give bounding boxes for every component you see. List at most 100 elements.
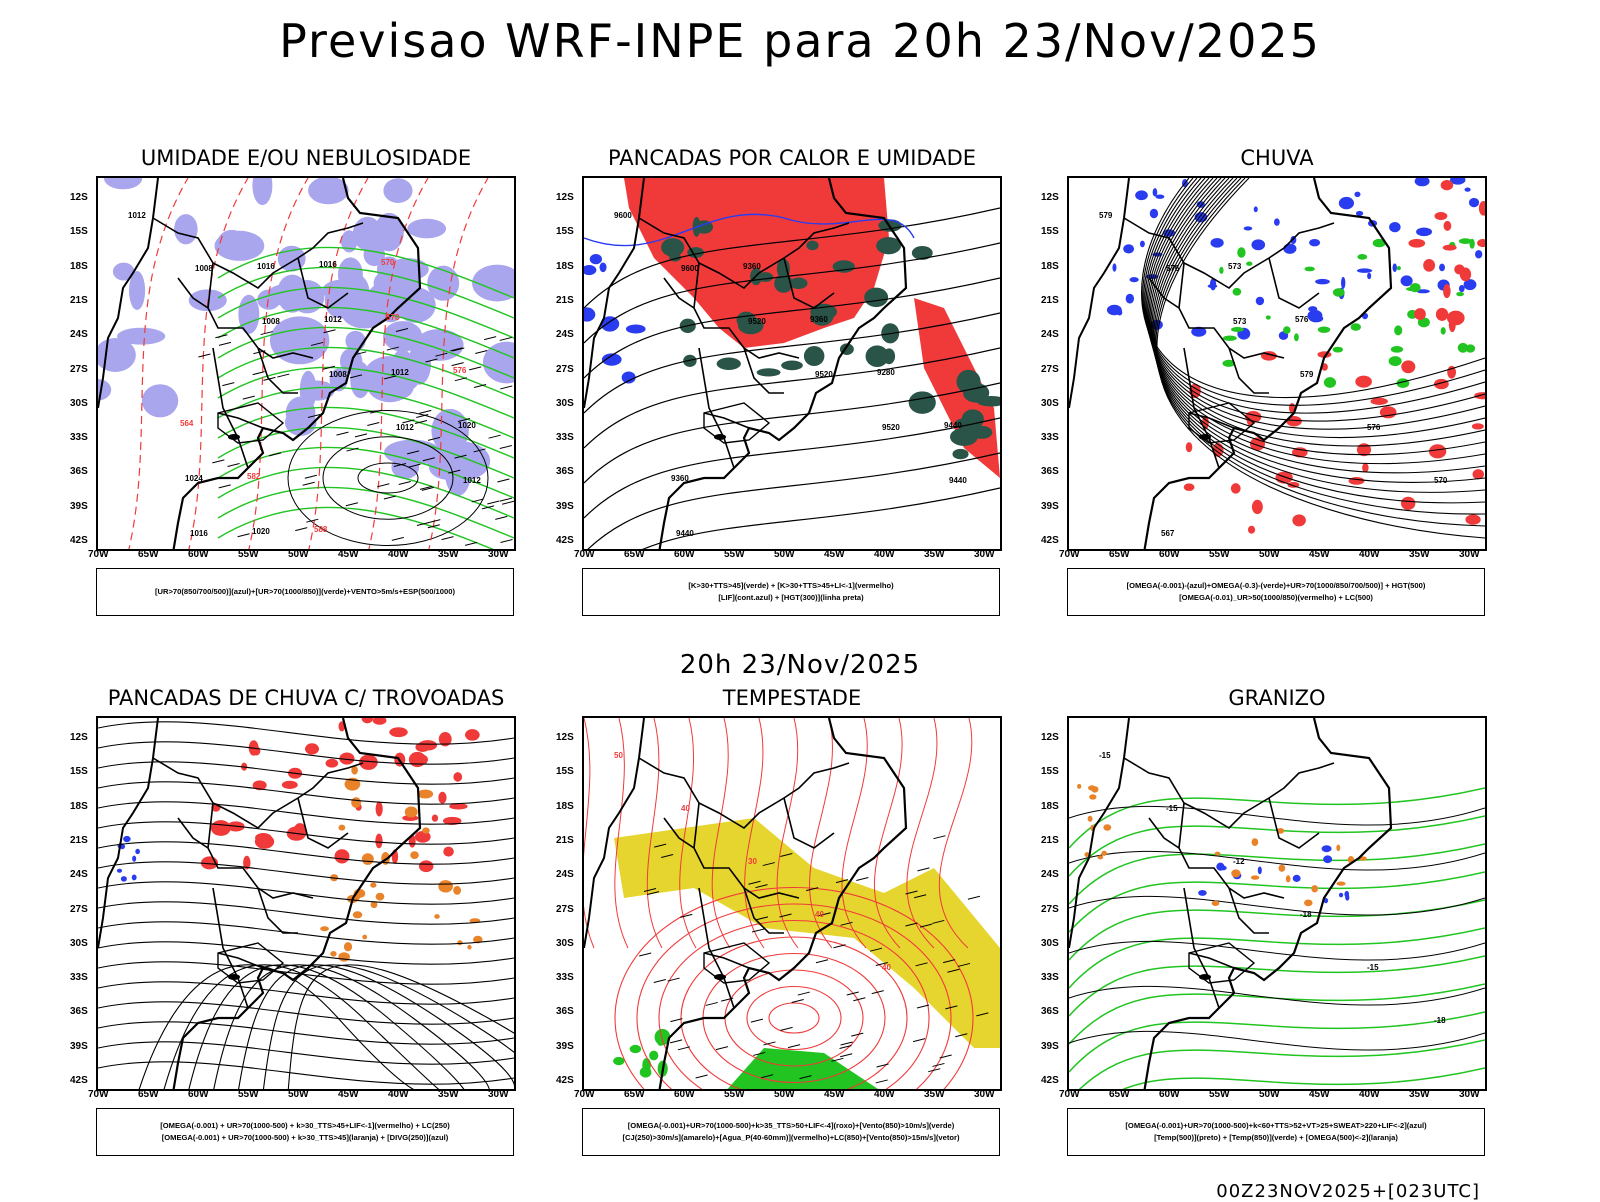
temp850-contour <box>1069 787 1485 849</box>
panel-title: TEMPESTADE <box>722 686 862 710</box>
andes-coast <box>584 178 645 409</box>
streamline <box>238 964 514 1089</box>
contour-label: -15 <box>1367 963 1379 972</box>
lon-tick-label: 40W <box>874 1089 895 1100</box>
omega-orange-area <box>1278 864 1286 872</box>
lon-tick-label: 55W <box>238 1089 259 1100</box>
streamline <box>98 1061 514 1085</box>
thunderstorm-orange-area <box>351 797 362 808</box>
contour-label: 579 <box>1099 211 1113 220</box>
lon-tick-label: 50W <box>1259 1089 1280 1100</box>
lat-tick-label: 27S <box>556 903 574 915</box>
wind-vector <box>481 505 495 510</box>
thunderstorm-orange-area <box>362 934 368 940</box>
panel-legend: [OMEGA(-0.001)+UR>70(1000-500)+k>35_TTS>… <box>582 1108 1000 1156</box>
legend-line: [OMEGA(-0.001)+UR>70(1000-500)+k<60+TTS>… <box>1125 1121 1427 1130</box>
omega-blue-area <box>1307 309 1323 322</box>
lon-tick-label: 70W <box>574 549 595 560</box>
lat-tick-label: 36S <box>70 466 88 478</box>
coastline <box>1143 718 1393 1089</box>
rain-red-area <box>1183 483 1195 491</box>
wind-vector <box>799 1075 812 1080</box>
rain-red-area <box>1435 307 1449 321</box>
wind-vector <box>421 486 434 491</box>
humidity-blue-area <box>103 178 143 190</box>
streamline-red <box>809 718 833 949</box>
lif-blue-area <box>599 262 607 273</box>
streamline-red <box>776 718 799 949</box>
wind-vector <box>402 419 415 424</box>
divergence-blue-area <box>116 868 123 873</box>
divergence-blue-area <box>132 855 137 862</box>
lat-tick-label: 30S <box>556 937 574 949</box>
lat-tick-label: 27S <box>70 363 88 375</box>
wind-vector <box>346 447 359 452</box>
omega-green-area <box>1409 282 1421 293</box>
temp850-contour <box>1069 843 1485 905</box>
thunderstorm-red-area <box>375 833 383 849</box>
wind-vector <box>495 515 508 520</box>
wind-vector <box>955 1033 968 1038</box>
omega-green-area <box>1230 327 1244 332</box>
lon-tick-label: 65W <box>624 1089 645 1100</box>
streamline-red <box>636 903 952 1089</box>
wind-vector <box>384 375 397 380</box>
omega-green-area <box>1219 266 1224 274</box>
green-instability-area <box>876 237 902 255</box>
omega-orange-area <box>1084 852 1090 858</box>
temp850-contour <box>1078 1039 1485 1089</box>
streamline <box>98 781 514 805</box>
panel-title: CHUVA <box>1240 146 1314 170</box>
panel-title: PANCADAS POR CALOR E UMIDADE <box>607 146 977 170</box>
streamline <box>1147 178 1485 447</box>
lif-blue-area <box>601 353 622 366</box>
lon-tick-label: 70W <box>1059 549 1080 560</box>
lat-tick-label: 30S <box>1041 397 1059 409</box>
green-instability-area <box>716 357 741 371</box>
temp500-contour <box>1069 895 1485 916</box>
lat-tick-label: 21S <box>1041 834 1059 846</box>
wind-vector <box>761 1074 774 1079</box>
temp500-contour <box>1069 805 1485 826</box>
contour-label: 564 <box>180 419 194 428</box>
lat-tick-label: 18S <box>1041 260 1059 272</box>
thunderstorm-red-area <box>305 743 320 755</box>
height-contour <box>642 487 1000 549</box>
wind-vector <box>345 502 358 507</box>
wind-vector <box>242 395 255 400</box>
map-layers: 50 40 30 40 40 <box>584 718 1000 1089</box>
omega-green-area <box>1332 346 1344 353</box>
omega-orange-area <box>1304 899 1313 907</box>
lat-tick-label: 36S <box>1041 466 1059 478</box>
streamline-red <box>906 718 938 949</box>
lon-tick-label: 65W <box>624 549 645 560</box>
green-instability-area <box>970 425 993 439</box>
omega-blue-area <box>1475 250 1483 259</box>
green-instability-area <box>950 427 978 446</box>
lat-tick-label: 33S <box>1041 972 1059 984</box>
omega-green-area <box>1237 247 1246 258</box>
green-instability-area <box>955 418 974 429</box>
thunderstorm-red-area <box>255 832 272 843</box>
omega-orange-area <box>1285 875 1291 883</box>
lagoa-dos-patos <box>228 434 240 440</box>
thunderstorm-orange-area <box>467 944 472 950</box>
wind-vector <box>840 1041 853 1046</box>
lat-tick-label: 24S <box>1041 869 1059 881</box>
wind-vector <box>425 358 438 363</box>
wind-vector <box>705 1001 718 1006</box>
lon-tick-label: 65W <box>138 549 159 560</box>
humidity-blue-area <box>425 445 447 470</box>
streamline <box>98 1021 514 1045</box>
lat-tick-label: 15S <box>556 226 574 238</box>
contour-label: 9600 <box>681 264 699 273</box>
contour-label: 1012 <box>391 368 409 377</box>
lat-tick-label: 18S <box>556 800 574 812</box>
lat-tick-label: 36S <box>556 1006 574 1018</box>
omega-green-area <box>1304 266 1315 272</box>
contour-label: 9600 <box>614 211 632 220</box>
thunderstorm-orange-area <box>344 777 361 791</box>
contour-label: 9360 <box>671 474 689 483</box>
streamline <box>1153 178 1485 504</box>
omega-blue-area <box>1251 239 1266 251</box>
